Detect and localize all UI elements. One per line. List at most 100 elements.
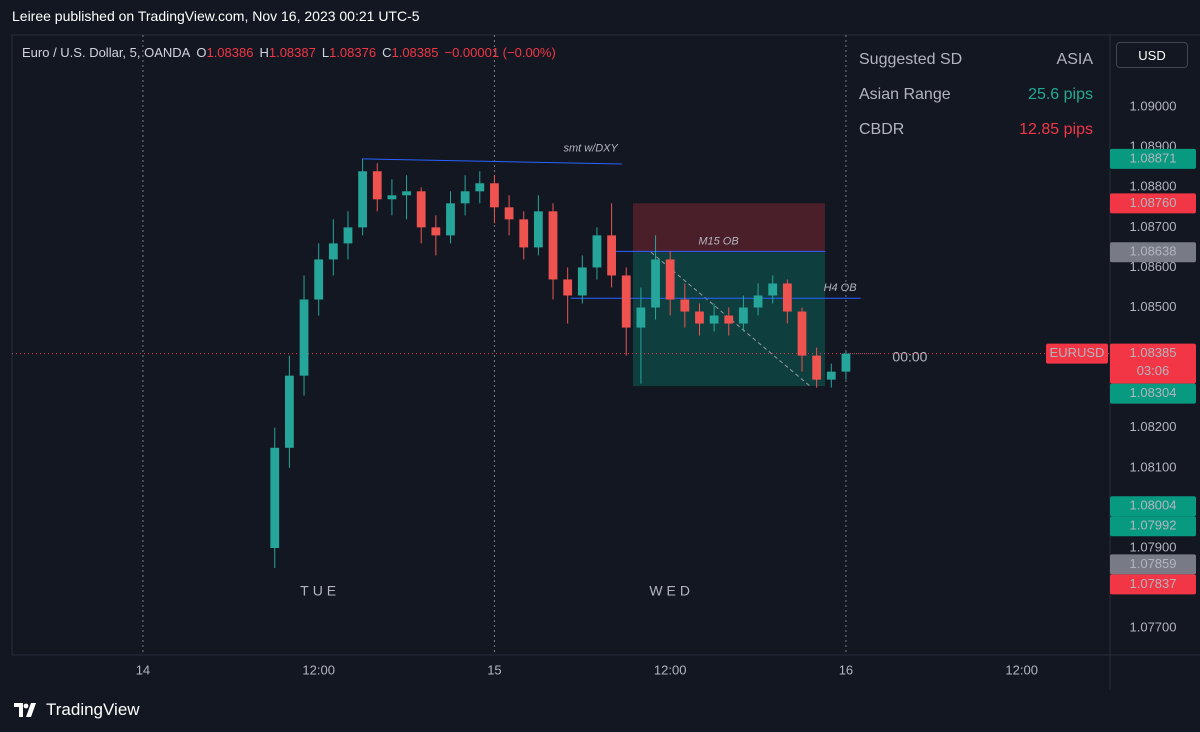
ohlc-label: O bbox=[196, 45, 207, 60]
candle-body bbox=[387, 195, 397, 200]
candle-body bbox=[416, 191, 426, 228]
table-row: Asian Range 25.6 pips bbox=[846, 79, 1106, 114]
price-badge bbox=[1110, 193, 1196, 214]
footer: TradingView bbox=[14, 700, 140, 720]
row-value: 12.85 pips bbox=[1019, 121, 1093, 138]
candle-body bbox=[812, 355, 822, 380]
info-table: Suggested SD ASIA Asian Range 25.6 pips CBDR… bbox=[846, 44, 1106, 149]
candle-body bbox=[270, 447, 280, 548]
candle-body bbox=[402, 191, 411, 196]
legend: Euro / U.S. Dollar, 5, OANDA O1.08386 H1.0… bbox=[22, 45, 562, 60]
candle-body bbox=[636, 307, 646, 328]
candle-body bbox=[284, 375, 294, 448]
candle-body bbox=[680, 299, 690, 312]
countdown: 03:06 bbox=[1137, 363, 1170, 378]
row-label: Asian Range bbox=[859, 86, 951, 103]
candle-body bbox=[446, 203, 455, 236]
candle-body bbox=[709, 315, 719, 324]
logo bbox=[14, 703, 36, 717]
last-time-label: 00:00 bbox=[892, 348, 927, 364]
ohlc-value: 1.08386 bbox=[206, 45, 254, 60]
symbol-label: EURUSD bbox=[1050, 345, 1105, 360]
x-tick-label: 16 bbox=[839, 662, 853, 677]
day-label: WED bbox=[649, 583, 694, 599]
candle-body bbox=[826, 371, 836, 380]
candle-body bbox=[782, 283, 792, 312]
candle-body bbox=[563, 279, 573, 296]
y-tick-label: 1.08200 bbox=[1130, 419, 1177, 434]
candle-body bbox=[841, 353, 851, 372]
price-badge bbox=[1110, 554, 1196, 575]
change: −0.00001 (−0.00%) bbox=[444, 45, 556, 60]
price-badge-label: 1.07859 bbox=[1130, 556, 1177, 571]
x-tick-label: 15 bbox=[487, 662, 501, 677]
row-label: Suggested SD bbox=[859, 51, 963, 68]
price-badge bbox=[1110, 496, 1196, 517]
last-price-value: 1.08385 bbox=[1130, 345, 1177, 360]
candle-body bbox=[753, 295, 763, 308]
candle-body bbox=[797, 311, 807, 356]
x-tick-label: 14 bbox=[136, 662, 150, 677]
row-label: CBDR bbox=[859, 121, 905, 138]
stop-zone bbox=[632, 203, 825, 253]
price-badge bbox=[1110, 574, 1196, 595]
candle-body bbox=[504, 207, 514, 220]
candle-body bbox=[768, 283, 778, 296]
row-value: 25.6 pips bbox=[1028, 86, 1093, 103]
candle-body bbox=[607, 235, 616, 276]
price-badge-label: 1.08638 bbox=[1130, 244, 1177, 259]
drawing-label: M15 OB bbox=[698, 235, 738, 247]
candle-body bbox=[651, 259, 660, 308]
x-tick-label: 12:00 bbox=[1005, 662, 1038, 677]
candle-body bbox=[431, 227, 441, 236]
price-badge bbox=[1110, 148, 1196, 169]
drawing-label: H4 OB bbox=[824, 282, 857, 294]
ohlc-label: L bbox=[321, 45, 330, 60]
last-price-badge bbox=[1110, 343, 1196, 384]
row-value: ASIA bbox=[1056, 51, 1093, 68]
candle-body bbox=[299, 299, 309, 376]
candle-body bbox=[343, 227, 353, 244]
candle-body bbox=[724, 315, 734, 324]
price-badge bbox=[1110, 242, 1196, 263]
price-badge-label: 1.08871 bbox=[1130, 150, 1177, 165]
candle-body bbox=[592, 235, 602, 268]
ohlc-value: 1.08387 bbox=[268, 45, 316, 60]
candle-body bbox=[314, 259, 324, 300]
candle-body bbox=[475, 183, 485, 192]
day-label: TUE bbox=[300, 583, 340, 599]
ohlc-value: 1.08385 bbox=[391, 45, 439, 60]
candle-body bbox=[665, 259, 675, 300]
trendline bbox=[361, 158, 622, 165]
symbol: Euro / U.S. Dollar, 5, OANDA bbox=[22, 45, 191, 60]
currency-button[interactable]: USD bbox=[1116, 42, 1188, 68]
y-tick-label: 1.08500 bbox=[1130, 299, 1177, 314]
y-tick-label: 1.07900 bbox=[1130, 539, 1177, 554]
y-tick-label: 1.07700 bbox=[1130, 620, 1177, 635]
brand: TradingView bbox=[46, 700, 140, 719]
candle-body bbox=[358, 171, 368, 228]
plot-area bbox=[12, 35, 1110, 655]
candle-body bbox=[577, 267, 587, 296]
candle-body bbox=[490, 183, 499, 208]
table-row: Suggested SD ASIA bbox=[846, 44, 1106, 79]
table-row: CBDR 12.85 pips bbox=[846, 114, 1106, 149]
candle-body bbox=[695, 311, 704, 324]
candle-body bbox=[739, 307, 748, 324]
ohlc-label: H bbox=[259, 45, 269, 60]
price-badge-label: 1.08304 bbox=[1130, 385, 1177, 400]
candle-body bbox=[519, 219, 529, 248]
candle-body bbox=[372, 171, 382, 200]
drawing-label: smt w/DXY bbox=[563, 143, 618, 155]
price-badge-label: 1.08760 bbox=[1130, 195, 1177, 210]
price-badge bbox=[1110, 516, 1196, 537]
header: Leiree published on TradingView.com, Nov… bbox=[12, 8, 420, 24]
price-badge bbox=[1110, 383, 1196, 404]
ohlc-label: C bbox=[382, 45, 392, 60]
price-badge-label: 1.07837 bbox=[1130, 576, 1177, 591]
y-tick-label: 1.08100 bbox=[1130, 459, 1177, 474]
candle-body bbox=[621, 275, 631, 328]
price-badge-label: 1.08004 bbox=[1130, 498, 1177, 513]
ohlc-value: 1.08376 bbox=[329, 45, 377, 60]
